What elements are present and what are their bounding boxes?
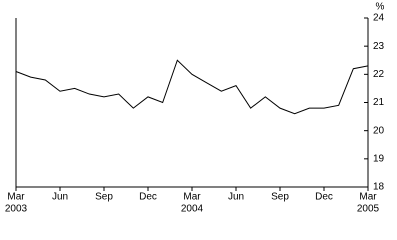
y-unit-label: % (376, 2, 385, 13)
y-tick-label: 22 (373, 69, 385, 80)
x-tick-label: Mar (359, 192, 377, 203)
x-tick-label: Jun (228, 192, 244, 203)
x-tick-label: Jun (52, 192, 68, 203)
y-tick-label: 24 (373, 13, 385, 24)
x-tick-label: Dec (315, 192, 333, 203)
x-tick-label: Mar (183, 192, 201, 203)
y-tick-label: 23 (373, 41, 385, 52)
x-tick-label: Sep (271, 192, 289, 203)
y-tick-label: 18 (373, 182, 385, 193)
x-tick-label: Dec (139, 192, 157, 203)
x-year-label: 2004 (181, 204, 204, 215)
x-tick-label: Sep (95, 192, 113, 203)
x-year-label: 2005 (357, 204, 380, 215)
y-tick-label: 19 (373, 153, 385, 164)
y-tick-label: 21 (373, 97, 385, 108)
y-tick-label: 20 (373, 125, 385, 136)
x-year-label: 2003 (5, 204, 28, 215)
x-tick-label: Mar (7, 192, 25, 203)
line-series (15, 59, 369, 115)
